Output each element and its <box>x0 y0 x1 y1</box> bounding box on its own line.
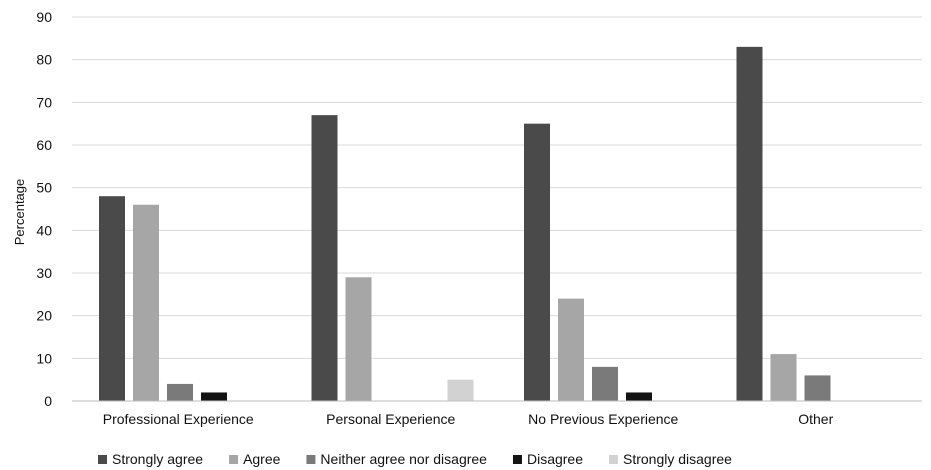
y-tick-label: 60 <box>36 137 52 153</box>
bar-agree-2 <box>558 298 584 401</box>
legend-item: Agree <box>229 451 281 467</box>
bar-neither-agree-nor-disagree-2 <box>592 366 618 401</box>
legend-label: Agree <box>243 451 281 467</box>
bar-strongly-agree-1 <box>311 115 338 401</box>
y-tick-label: 90 <box>36 9 52 25</box>
legend-swatch <box>512 455 522 464</box>
y-tick-label: 0 <box>44 393 52 409</box>
legend-label: Strongly disagree <box>623 451 732 467</box>
y-axis-label: Percentage <box>12 179 27 246</box>
legend-swatch <box>98 455 107 464</box>
legend-label: Strongly agree <box>112 451 203 467</box>
legend: Strongly agree Agree Neither agree nor dis… <box>98 451 732 467</box>
legend-label: Neither agree nor disagree <box>320 451 487 467</box>
bar-strongly-agree-2 <box>524 123 550 402</box>
legend-item: Neither agree nor disagree <box>306 451 487 467</box>
bars <box>99 46 831 402</box>
y-tick-label: 70 <box>36 94 52 110</box>
y-tick-label: 10 <box>36 350 52 366</box>
legend-swatch <box>306 455 316 464</box>
bar-strongly-disagree-1 <box>447 379 474 401</box>
legend-item: Strongly disagree <box>609 451 732 467</box>
bar-agree-1 <box>345 277 372 401</box>
bar-neither-agree-nor-disagree-0 <box>167 383 193 401</box>
y-tick-label: 20 <box>36 308 52 324</box>
bar-agree-0 <box>133 204 159 401</box>
y-tick-label: 40 <box>36 222 52 238</box>
x-category-label: No Previous Experience <box>528 411 678 427</box>
legend-label: Disagree <box>527 451 583 467</box>
x-axis-categories: Professional Experience Personal Experien… <box>103 411 834 427</box>
bar-strongly-agree-0 <box>99 196 125 401</box>
y-tick-label: 50 <box>36 180 52 196</box>
gridlines <box>72 16 922 359</box>
x-category-label: Other <box>798 411 833 427</box>
y-tick-label: 80 <box>36 52 52 68</box>
legend-swatch <box>229 455 239 464</box>
bar-disagree-0 <box>201 392 227 401</box>
y-axis-ticks: 0 10 20 30 40 50 60 70 80 90 <box>36 9 52 409</box>
bar-neither-agree-nor-disagree-3 <box>804 375 831 401</box>
bar-disagree-2 <box>626 392 652 401</box>
bar-agree-3 <box>770 354 797 401</box>
legend-swatch <box>609 455 618 464</box>
legend-item: Strongly agree <box>98 451 203 467</box>
x-category-label: Personal Experience <box>326 411 455 427</box>
y-tick-label: 30 <box>36 265 52 281</box>
legend-item: Disagree <box>512 451 583 467</box>
x-category-label: Professional Experience <box>103 411 254 427</box>
bar-strongly-agree-3 <box>736 46 763 401</box>
